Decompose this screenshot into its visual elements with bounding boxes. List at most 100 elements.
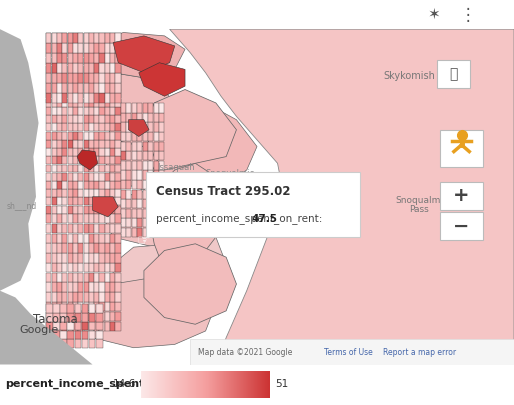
Polygon shape: [105, 82, 110, 90]
Polygon shape: [89, 148, 94, 156]
Polygon shape: [116, 214, 121, 224]
Polygon shape: [154, 151, 159, 160]
Polygon shape: [89, 224, 94, 233]
Polygon shape: [73, 66, 78, 74]
Polygon shape: [46, 53, 51, 63]
Polygon shape: [62, 83, 67, 93]
Polygon shape: [110, 282, 115, 292]
Polygon shape: [46, 58, 51, 66]
Polygon shape: [67, 302, 72, 311]
Polygon shape: [105, 74, 110, 82]
Polygon shape: [83, 41, 88, 49]
Polygon shape: [116, 58, 121, 66]
Polygon shape: [94, 181, 99, 189]
Polygon shape: [62, 132, 67, 139]
Polygon shape: [46, 115, 51, 123]
Polygon shape: [96, 322, 102, 330]
Polygon shape: [100, 83, 105, 93]
Polygon shape: [46, 41, 51, 49]
Polygon shape: [116, 53, 121, 63]
Polygon shape: [110, 115, 115, 123]
Polygon shape: [57, 234, 62, 243]
Polygon shape: [73, 164, 78, 173]
Polygon shape: [89, 83, 94, 93]
Polygon shape: [73, 82, 78, 90]
Polygon shape: [51, 148, 57, 156]
Polygon shape: [94, 263, 99, 272]
Polygon shape: [78, 322, 83, 331]
Polygon shape: [51, 43, 57, 53]
Text: Issaquah: Issaquah: [157, 163, 194, 172]
Polygon shape: [83, 189, 88, 197]
Polygon shape: [139, 63, 185, 96]
Polygon shape: [78, 66, 83, 74]
Polygon shape: [100, 322, 105, 331]
Polygon shape: [57, 33, 62, 43]
Polygon shape: [67, 263, 72, 272]
Polygon shape: [67, 140, 72, 148]
Polygon shape: [78, 243, 83, 253]
Polygon shape: [110, 243, 115, 253]
Polygon shape: [89, 234, 94, 243]
Polygon shape: [110, 124, 115, 131]
Polygon shape: [105, 33, 110, 41]
Polygon shape: [94, 312, 99, 321]
Polygon shape: [57, 140, 62, 148]
Polygon shape: [83, 302, 88, 311]
Polygon shape: [0, 29, 39, 291]
Polygon shape: [46, 148, 51, 156]
Polygon shape: [110, 74, 115, 82]
Polygon shape: [89, 107, 94, 115]
Polygon shape: [67, 99, 72, 107]
Polygon shape: [46, 313, 53, 322]
Polygon shape: [100, 53, 105, 63]
Polygon shape: [110, 107, 115, 115]
Polygon shape: [105, 93, 110, 103]
Polygon shape: [96, 330, 102, 339]
Polygon shape: [94, 292, 99, 302]
Polygon shape: [46, 63, 51, 73]
Polygon shape: [94, 243, 99, 253]
Polygon shape: [116, 173, 121, 181]
Polygon shape: [116, 83, 121, 93]
Polygon shape: [77, 150, 98, 170]
Polygon shape: [62, 99, 67, 107]
Polygon shape: [51, 82, 57, 90]
Polygon shape: [132, 113, 137, 122]
Polygon shape: [110, 33, 115, 41]
Polygon shape: [46, 66, 51, 74]
Text: percent_income_spent_on_rent:: percent_income_spent_on_rent:: [156, 213, 325, 224]
Polygon shape: [159, 228, 164, 237]
Polygon shape: [105, 224, 110, 233]
Polygon shape: [137, 190, 142, 199]
Polygon shape: [46, 273, 51, 282]
Polygon shape: [89, 181, 94, 189]
Polygon shape: [121, 103, 126, 113]
Text: percent_income_spent_on_rent: percent_income_spent_on_rent: [5, 379, 197, 389]
Polygon shape: [126, 142, 132, 151]
Polygon shape: [78, 214, 83, 224]
Polygon shape: [94, 49, 99, 57]
Polygon shape: [82, 313, 88, 322]
Polygon shape: [62, 148, 67, 156]
Polygon shape: [46, 302, 51, 311]
Polygon shape: [148, 171, 153, 179]
Polygon shape: [62, 66, 67, 74]
Polygon shape: [57, 156, 62, 164]
Polygon shape: [51, 206, 57, 213]
Polygon shape: [75, 322, 81, 330]
Polygon shape: [83, 124, 88, 131]
Polygon shape: [154, 113, 159, 122]
Polygon shape: [51, 224, 57, 233]
Polygon shape: [83, 292, 88, 302]
Polygon shape: [62, 173, 67, 181]
Polygon shape: [73, 263, 78, 272]
Polygon shape: [105, 107, 110, 115]
Polygon shape: [73, 132, 78, 139]
Polygon shape: [51, 282, 57, 292]
Polygon shape: [110, 148, 115, 156]
Polygon shape: [113, 36, 175, 73]
Polygon shape: [83, 282, 88, 292]
Polygon shape: [121, 190, 126, 199]
Polygon shape: [116, 181, 121, 189]
